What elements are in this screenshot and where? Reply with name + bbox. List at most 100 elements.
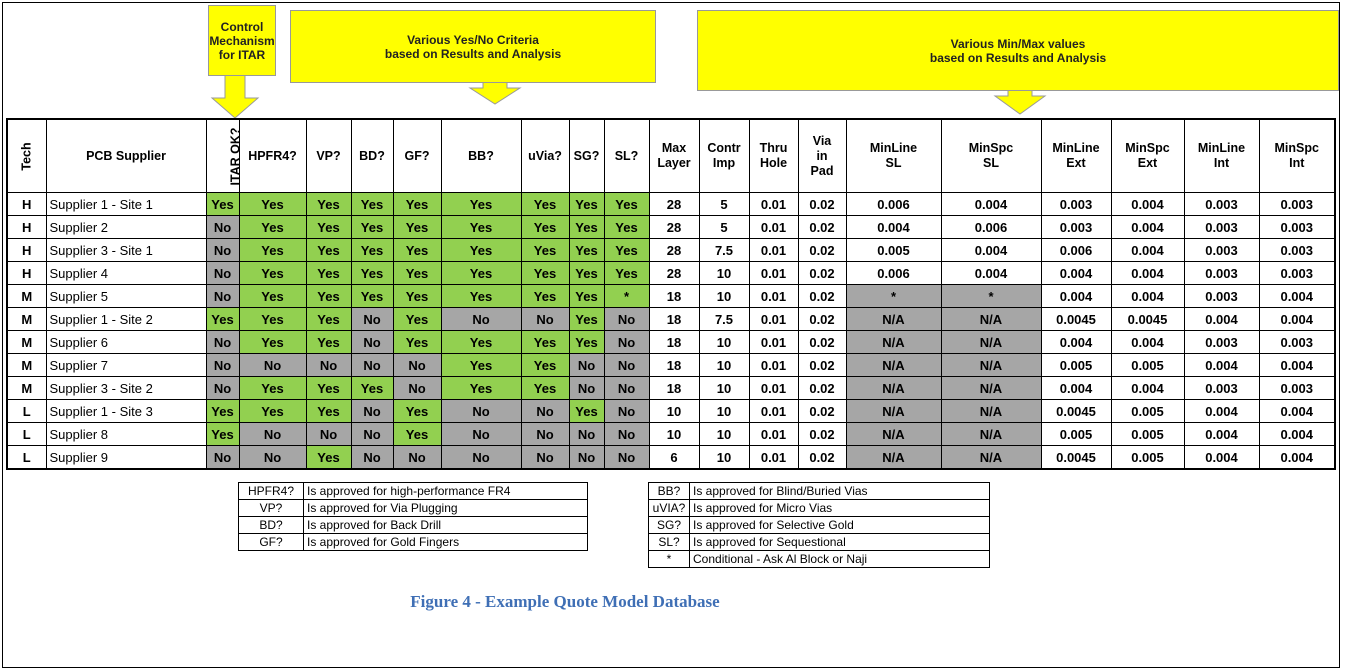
table-cell: Yes: [568, 192, 605, 216]
table-cell: 0.01: [748, 261, 799, 285]
legend-key: BB?: [648, 482, 690, 500]
table-cell: N/A: [845, 376, 942, 400]
table-cell: Supplier 1 - Site 3: [45, 399, 207, 423]
table-cell: Yes: [440, 238, 522, 262]
table-cell: Yes: [440, 353, 522, 377]
table-cell: 0.02: [797, 261, 847, 285]
legend-text: Conditional - Ask Al Block or Naji: [689, 550, 990, 568]
header-text: Via in Pad: [810, 133, 834, 178]
table-cell: L: [6, 422, 47, 446]
table-cell: Yes: [440, 330, 522, 354]
table-cell: 0.003: [1258, 238, 1336, 262]
table-row: L Supplier 9 No No Yes No No No No No No 6 10 0.01 0.0…: [6, 445, 1336, 470]
table-cell: No: [440, 399, 522, 423]
table-cell: No: [520, 445, 570, 470]
table-cell: Yes: [238, 307, 307, 331]
callout-arrows: [210, 74, 1047, 119]
header-text: Max Layer: [657, 141, 691, 170]
table-cell: No: [603, 353, 650, 377]
table-cell: 0.01: [748, 330, 799, 354]
table-cell: 18: [648, 376, 700, 400]
legend-key: SG?: [648, 516, 690, 534]
table-cell: 5: [698, 215, 750, 239]
table-cell: 0.006: [940, 215, 1042, 239]
table-cell: 0.01: [748, 376, 799, 400]
table-cell: 0.01: [748, 307, 799, 331]
header-text: MinLine Ext: [1052, 141, 1100, 170]
table-cell: 0.004: [1183, 422, 1260, 446]
legend-row: uVIA? Is approved for Micro Vias: [648, 499, 990, 517]
table-cell: Yes: [305, 399, 352, 423]
legend-row: SL? Is approved for Sequestional: [648, 533, 990, 551]
table-cell: H: [6, 238, 47, 262]
legend-text: Is approved for Blind/Buried Vias: [689, 482, 990, 500]
header-text: Tech: [19, 141, 34, 171]
arrow: [468, 81, 522, 105]
table-cell: No: [603, 445, 650, 470]
header-text: BD?: [359, 148, 385, 163]
table-cell: No: [392, 445, 442, 470]
table-cell: 6: [648, 445, 700, 470]
table-cell: 18: [648, 353, 700, 377]
table-row: H Supplier 2 No Yes Yes Yes Yes Yes Yes Yes Yes 28 5…: [6, 215, 1336, 239]
table-cell: 0.02: [797, 399, 847, 423]
table-cell: No: [440, 307, 522, 331]
table-cell: Yes: [603, 192, 650, 216]
table-cell: 18: [648, 330, 700, 354]
table-cell: Yes: [392, 284, 442, 308]
table-cell: 0.0045: [1040, 307, 1112, 331]
table-cell: Yes: [238, 238, 307, 262]
header-text: MinSpc Int: [1274, 141, 1319, 170]
table-cell: Yes: [568, 399, 605, 423]
table-cell: Yes: [568, 307, 605, 331]
table-cell: Supplier 8: [45, 422, 207, 446]
table-cell: N/A: [940, 307, 1042, 331]
table-cell: N/A: [845, 330, 942, 354]
table-cell: M: [6, 284, 47, 308]
table-row: M Supplier 5 No Yes Yes Yes Yes Yes Yes Yes * 18 10 0…: [6, 284, 1336, 308]
legend-row: BB? Is approved for Blind/Buried Vias: [648, 482, 990, 500]
table-cell: 0.005: [1040, 353, 1112, 377]
table-cell: Yes: [305, 215, 352, 239]
table-cell: 0.004: [1110, 284, 1185, 308]
table-row: M Supplier 3 - Site 2 No Yes Yes Yes No Yes Yes N…: [6, 376, 1336, 400]
table-cell: Yes: [568, 261, 605, 285]
header-text: Thru Hole: [759, 141, 788, 170]
legend-text: Is approved for Sequestional: [689, 533, 990, 551]
table-cell: No: [350, 422, 394, 446]
table-cell: N/A: [940, 399, 1042, 423]
table-cell: No: [568, 376, 605, 400]
callout: Various Min/Max values based on Results a…: [697, 10, 1339, 91]
table-cell: Yes: [568, 284, 605, 308]
table-cell: 28: [648, 261, 700, 285]
table-cell: Yes: [603, 238, 650, 262]
callout-line: Control: [220, 19, 264, 34]
table-cell: 0.003: [1183, 261, 1260, 285]
legend-row: GF? Is approved for Gold Fingers: [238, 533, 588, 551]
table-cell: Yes: [568, 238, 605, 262]
table-cell: No: [350, 307, 394, 331]
table-cell: Yes: [305, 284, 352, 308]
header-text: MinSpc Ext: [1125, 141, 1170, 170]
column-header: SL?: [603, 118, 650, 193]
table-cell: 0.01: [748, 422, 799, 446]
table-cell: Yes: [205, 307, 240, 331]
table-cell: Yes: [440, 215, 522, 239]
table-cell: Yes: [392, 330, 442, 354]
table-cell: N/A: [940, 376, 1042, 400]
header-text: BB?: [468, 148, 494, 163]
table-cell: 0.02: [797, 215, 847, 239]
table-cell: 0.003: [1258, 215, 1336, 239]
table-cell: 0.02: [797, 422, 847, 446]
table-cell: 0.004: [1110, 330, 1185, 354]
table-cell: 0.004: [1258, 445, 1336, 470]
table-cell: Yes: [392, 215, 442, 239]
table-cell: No: [568, 353, 605, 377]
table-cell: N/A: [845, 445, 942, 470]
table-cell: No: [205, 215, 240, 239]
column-header: BD?: [350, 118, 394, 193]
column-header: MinLine Ext: [1040, 118, 1112, 193]
table-cell: 0.004: [845, 215, 942, 239]
table-cell: 0.003: [1183, 376, 1260, 400]
